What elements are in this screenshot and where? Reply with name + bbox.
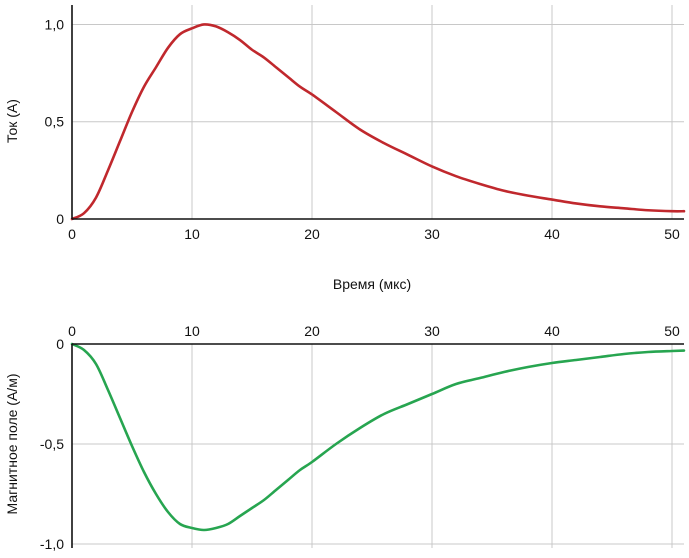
current-x-tick-label: 10 bbox=[184, 226, 200, 242]
current-x-tick-label: 30 bbox=[424, 226, 440, 242]
current-y-axis-label: Ток (А) bbox=[4, 99, 20, 143]
current-chart: 0 10 20 30 40 50 0 0,5 1,0 Ток (А) Время (мкс) bbox=[4, 5, 686, 292]
current-x-tick-label: 20 bbox=[304, 226, 320, 242]
current-y-ticks: 0 0,5 1,0 bbox=[45, 16, 65, 227]
field-x-tick-label: 50 bbox=[664, 323, 680, 339]
field-grid bbox=[72, 344, 684, 548]
field-x-tick-label: 10 bbox=[184, 323, 200, 339]
current-y-tick-label: 0 bbox=[56, 211, 64, 227]
field-y-tick-label: -0,5 bbox=[40, 436, 64, 452]
current-series-line bbox=[70, 23, 686, 221]
current-x-tick-label: 40 bbox=[544, 226, 560, 242]
field-x-tick-label: 0 bbox=[68, 323, 76, 339]
field-axes bbox=[71, 343, 684, 548]
field-y-tick-label: 0 bbox=[56, 336, 64, 352]
current-y-tick-label: 1,0 bbox=[45, 16, 65, 32]
current-x-tick-label: 0 bbox=[68, 226, 76, 242]
field-x-tick-label: 20 bbox=[304, 323, 320, 339]
magnetic-field-chart: 0 10 20 30 40 50 0 -0,5 -1,0 Магнитное поле (А/… bbox=[4, 323, 686, 552]
field-series-line bbox=[70, 342, 686, 532]
field-y-axis-label: Магнитное поле (А/м) bbox=[4, 374, 20, 515]
current-x-tick-label: 50 bbox=[664, 226, 680, 242]
field-x-tick-label: 30 bbox=[424, 323, 440, 339]
field-x-ticks: 0 10 20 30 40 50 bbox=[68, 323, 680, 339]
field-curve-group bbox=[70, 342, 686, 532]
current-grid bbox=[72, 5, 684, 219]
current-y-tick-label: 0,5 bbox=[45, 114, 65, 130]
current-x-ticks: 0 10 20 30 40 50 bbox=[68, 226, 680, 242]
current-axes bbox=[71, 5, 684, 220]
field-y-ticks: 0 -0,5 -1,0 bbox=[40, 336, 64, 552]
field-x-tick-label: 40 bbox=[544, 323, 560, 339]
current-curve-group bbox=[70, 23, 686, 221]
field-y-tick-label: -1,0 bbox=[40, 536, 64, 552]
time-axis-label: Время (мкс) bbox=[333, 276, 411, 292]
